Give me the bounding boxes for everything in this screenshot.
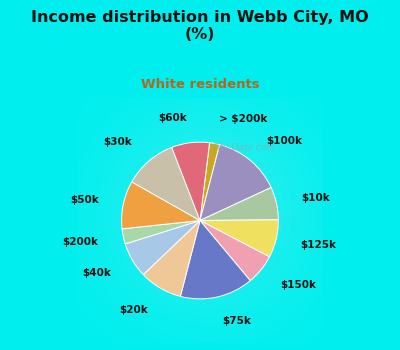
Text: $10k: $10k [301, 193, 330, 203]
Text: $200k: $200k [63, 237, 99, 246]
Text: $100k: $100k [266, 136, 302, 146]
Wedge shape [200, 220, 270, 281]
Wedge shape [122, 220, 200, 244]
Wedge shape [180, 220, 250, 299]
Text: $40k: $40k [82, 268, 111, 278]
Wedge shape [125, 220, 200, 275]
Text: $50k: $50k [70, 195, 99, 204]
Wedge shape [132, 147, 200, 220]
Text: Income distribution in Webb City, MO
(%): Income distribution in Webb City, MO (%) [31, 9, 369, 42]
Wedge shape [143, 220, 200, 296]
Wedge shape [200, 220, 278, 257]
Text: $30k: $30k [104, 137, 132, 147]
Text: City-Data.com: City-Data.com [212, 142, 276, 152]
Wedge shape [200, 145, 271, 220]
Text: $150k: $150k [280, 280, 316, 290]
Wedge shape [200, 188, 278, 220]
Text: > $200k: > $200k [219, 114, 268, 124]
Text: $75k: $75k [223, 316, 252, 327]
Wedge shape [200, 143, 220, 220]
Wedge shape [172, 142, 210, 220]
Text: $60k: $60k [158, 113, 187, 123]
Text: $125k: $125k [301, 240, 337, 250]
Text: $20k: $20k [119, 305, 148, 315]
Text: White residents: White residents [141, 78, 259, 91]
Wedge shape [122, 182, 200, 229]
